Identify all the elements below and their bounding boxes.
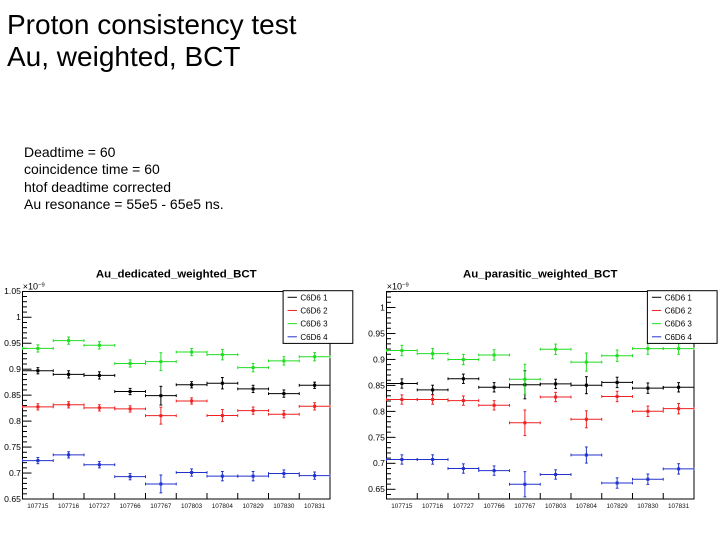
svg-text:0.9: 0.9 bbox=[373, 354, 385, 364]
svg-text:107716: 107716 bbox=[58, 503, 80, 510]
svg-text:0.85: 0.85 bbox=[368, 380, 385, 390]
svg-text:107830: 107830 bbox=[637, 503, 659, 510]
svg-text:107766: 107766 bbox=[120, 503, 142, 510]
svg-text:0.8: 0.8 bbox=[9, 416, 21, 426]
svg-text:0.75: 0.75 bbox=[368, 432, 385, 442]
svg-text:0.75: 0.75 bbox=[4, 442, 21, 452]
svg-text:0.8: 0.8 bbox=[373, 406, 385, 416]
svg-text:107803: 107803 bbox=[545, 503, 567, 510]
svg-text:107766: 107766 bbox=[484, 503, 506, 510]
svg-text:107727: 107727 bbox=[453, 503, 475, 510]
svg-text:0.95: 0.95 bbox=[4, 338, 21, 348]
svg-text:107804: 107804 bbox=[212, 503, 234, 510]
svg-text:107716: 107716 bbox=[422, 503, 444, 510]
svg-text:×10−9: ×10−9 bbox=[23, 282, 45, 292]
svg-text:107715: 107715 bbox=[391, 503, 413, 510]
svg-text:107727: 107727 bbox=[89, 503, 111, 510]
svg-text:C6D6 1: C6D6 1 bbox=[300, 293, 328, 302]
svg-text:107831: 107831 bbox=[668, 503, 690, 510]
svg-text:1.05: 1.05 bbox=[4, 286, 21, 296]
svg-text:107804: 107804 bbox=[576, 503, 598, 510]
svg-text:C6D6 4: C6D6 4 bbox=[300, 333, 328, 342]
svg-text:107715: 107715 bbox=[27, 503, 49, 510]
svg-text:107767: 107767 bbox=[150, 503, 172, 510]
svg-text:Au_dedicated_weighted_BCT: Au_dedicated_weighted_BCT bbox=[96, 269, 257, 281]
svg-text:0.65: 0.65 bbox=[368, 484, 385, 494]
svg-text:C6D6 2: C6D6 2 bbox=[665, 306, 693, 315]
svg-text:C6D6 2: C6D6 2 bbox=[300, 306, 328, 315]
svg-text:C6D6 3: C6D6 3 bbox=[665, 320, 693, 329]
svg-text:1: 1 bbox=[16, 312, 21, 322]
svg-text:0.95: 0.95 bbox=[368, 328, 385, 338]
svg-text:Au_parasitic_weighted_BCT: Au_parasitic_weighted_BCT bbox=[463, 269, 617, 281]
svg-text:1: 1 bbox=[380, 302, 385, 312]
svg-text:107829: 107829 bbox=[607, 503, 629, 510]
svg-text:107830: 107830 bbox=[273, 503, 295, 510]
svg-text:0.85: 0.85 bbox=[4, 390, 21, 400]
svg-text:107829: 107829 bbox=[243, 503, 265, 510]
svg-text:107831: 107831 bbox=[304, 503, 326, 510]
svg-text:×10−9: ×10−9 bbox=[387, 282, 409, 292]
svg-text:C6D6 4: C6D6 4 bbox=[665, 333, 693, 342]
svg-text:107767: 107767 bbox=[514, 503, 536, 510]
svg-text:C6D6 3: C6D6 3 bbox=[300, 320, 328, 329]
svg-text:107803: 107803 bbox=[181, 503, 203, 510]
svg-text:C6D6 1: C6D6 1 bbox=[665, 293, 693, 302]
svg-text:0.65: 0.65 bbox=[4, 494, 21, 504]
svg-text:0.7: 0.7 bbox=[373, 458, 385, 468]
svg-text:0.7: 0.7 bbox=[9, 468, 21, 478]
svg-text:0.9: 0.9 bbox=[9, 364, 21, 374]
